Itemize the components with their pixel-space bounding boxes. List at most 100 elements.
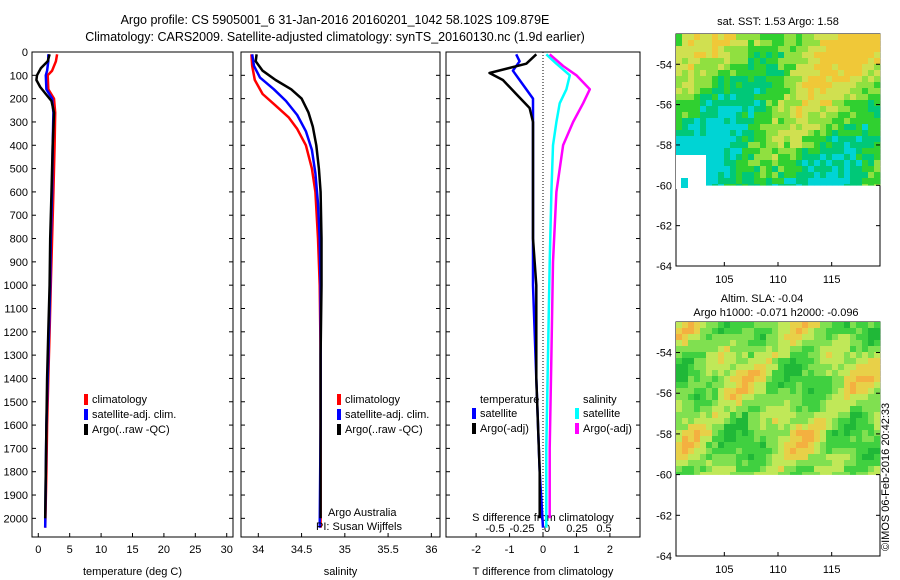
map-cell xyxy=(844,382,851,389)
map-cell xyxy=(694,94,701,101)
map-cell xyxy=(778,388,785,395)
map-cell xyxy=(712,424,719,431)
map-cell xyxy=(724,46,731,53)
map-cell xyxy=(736,454,743,461)
map-cell xyxy=(760,160,767,167)
map-cell xyxy=(826,112,833,119)
map-cell xyxy=(748,394,755,401)
map-cell xyxy=(712,142,719,149)
map-cell xyxy=(844,154,851,161)
map-cell xyxy=(760,76,767,83)
map-cell xyxy=(814,454,821,461)
map-cell xyxy=(706,46,713,53)
map-cell xyxy=(724,322,731,329)
map-cell xyxy=(862,46,869,53)
map-cell xyxy=(868,124,875,131)
map-cell xyxy=(784,424,791,431)
map-cell xyxy=(694,352,701,359)
map-cell xyxy=(748,88,755,95)
map-cell xyxy=(724,382,731,389)
map-cell xyxy=(766,346,773,353)
map-cell xyxy=(826,166,833,173)
map-cell xyxy=(820,118,827,125)
map-cell xyxy=(730,160,737,167)
map-cell xyxy=(742,472,749,475)
map-cell xyxy=(682,118,689,125)
map-cell xyxy=(832,442,839,449)
map-cell xyxy=(808,64,815,71)
map-cell xyxy=(754,406,761,413)
map-cell xyxy=(754,82,761,89)
map-cell xyxy=(874,472,881,475)
map-cell xyxy=(874,388,881,395)
map-cell xyxy=(826,136,833,143)
map-cell xyxy=(874,346,881,353)
map-cell xyxy=(760,166,767,173)
map-cell xyxy=(748,424,755,431)
map-cell xyxy=(730,124,737,131)
map-cell xyxy=(700,406,707,413)
map-cell xyxy=(874,34,881,41)
map-cell xyxy=(862,82,869,89)
map-cell xyxy=(802,436,809,443)
map-cell xyxy=(682,394,689,401)
map-cell xyxy=(868,328,875,335)
map-cell xyxy=(808,394,815,401)
map-cell xyxy=(874,466,881,473)
map-cell xyxy=(676,52,683,59)
map-cell xyxy=(742,448,749,455)
map-cell xyxy=(730,358,737,365)
map-cell xyxy=(874,328,881,335)
map-cell xyxy=(718,436,725,443)
map-cell xyxy=(814,352,821,359)
map-cell xyxy=(682,70,689,77)
map-cell xyxy=(856,430,863,437)
map-cell xyxy=(832,94,839,101)
series-line-000000 xyxy=(488,53,541,519)
map-cell xyxy=(844,400,851,407)
map-cell xyxy=(832,328,839,335)
map-cell xyxy=(850,94,857,101)
map-cell xyxy=(718,328,725,335)
map-cell xyxy=(850,82,857,89)
map-cell xyxy=(808,178,815,185)
map-cell xyxy=(712,370,719,377)
map-cell xyxy=(760,388,767,395)
map-cell xyxy=(850,364,857,371)
map-cell xyxy=(790,94,797,101)
map-cell xyxy=(784,376,791,383)
map-cell xyxy=(676,112,683,119)
sla-map-title: Altim. SLA: -0.04 xyxy=(721,293,804,305)
map-cell xyxy=(844,118,851,125)
map-cell xyxy=(754,388,761,395)
map-cell xyxy=(718,334,725,341)
map-cell xyxy=(820,376,827,383)
map-cell xyxy=(826,130,833,137)
map-cell xyxy=(868,88,875,95)
map-cell xyxy=(718,466,725,473)
map-cell xyxy=(688,142,695,149)
map-cell xyxy=(838,448,845,455)
imos-timestamp: ©IMOS 06-Feb-2016 20:42:33 xyxy=(880,403,892,551)
map-cell xyxy=(718,34,725,41)
map-y-tick-label: -54 xyxy=(656,59,672,71)
map-cell xyxy=(832,172,839,179)
map-cell xyxy=(790,424,797,431)
map-cell xyxy=(688,106,695,113)
map-cell xyxy=(790,52,797,59)
map-cell xyxy=(796,100,803,107)
map-cell xyxy=(826,364,833,371)
map-cell xyxy=(862,346,869,353)
map-cell xyxy=(790,82,797,89)
map-cell xyxy=(856,370,863,377)
map-cell xyxy=(862,358,869,365)
map-cell xyxy=(712,334,719,341)
map-cell xyxy=(760,400,767,407)
map-cell xyxy=(856,70,863,77)
map-cell xyxy=(754,112,761,119)
map-cell xyxy=(826,148,833,155)
map-cell xyxy=(784,154,791,161)
s-diff-tick-label: 0 xyxy=(544,523,550,535)
map-cell xyxy=(748,406,755,413)
map-cell xyxy=(778,466,785,473)
